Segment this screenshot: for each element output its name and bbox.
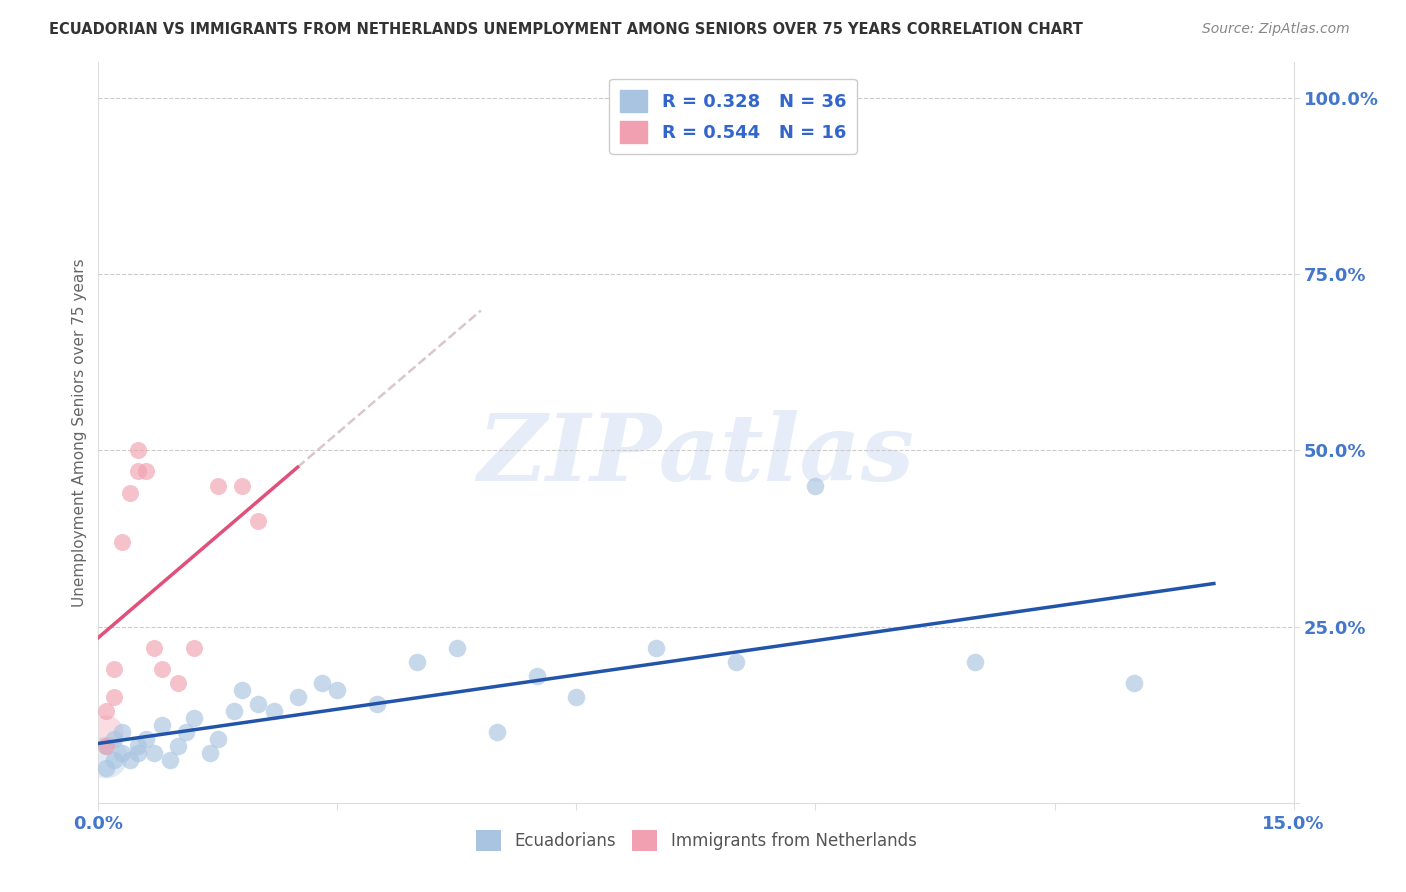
Text: Source: ZipAtlas.com: Source: ZipAtlas.com: [1202, 22, 1350, 37]
Point: [120, 485, 142, 500]
Point: [198, 747, 221, 761]
Point: [111, 725, 134, 739]
Point: [150, 662, 173, 676]
Text: ZIPatlas: ZIPatlas: [478, 409, 914, 500]
Point: [96, 704, 118, 718]
Point: [183, 711, 205, 725]
Point: [311, 676, 333, 690]
Point: [565, 690, 588, 704]
Point: [96, 739, 118, 754]
Point: [174, 725, 197, 739]
Point: [96, 739, 118, 754]
Point: [446, 640, 468, 655]
Point: [103, 732, 125, 747]
Point: [143, 747, 166, 761]
Point: [135, 464, 157, 478]
Point: [127, 739, 149, 754]
Point: [167, 739, 190, 754]
Point: [111, 535, 134, 549]
Point: [724, 655, 747, 669]
Point: [246, 514, 269, 528]
Y-axis label: Unemployment Among Seniors over 75 years: Unemployment Among Seniors over 75 years: [72, 259, 87, 607]
Point: [135, 732, 157, 747]
Point: [246, 697, 269, 711]
Point: [111, 747, 134, 761]
Point: [406, 655, 429, 669]
Point: [645, 640, 668, 655]
Point: [103, 662, 125, 676]
Point: [183, 640, 205, 655]
Point: [231, 478, 253, 492]
Point: [526, 669, 548, 683]
Point: [804, 478, 827, 492]
Point: [127, 464, 149, 478]
Point: [167, 676, 190, 690]
Point: [120, 754, 142, 768]
Point: [231, 683, 253, 698]
Point: [287, 690, 309, 704]
Point: [366, 697, 388, 711]
Point: [150, 718, 173, 732]
Point: [127, 443, 149, 458]
Point: [263, 704, 285, 718]
Point: [1123, 676, 1146, 690]
Point: [143, 640, 166, 655]
Point: [326, 683, 349, 698]
Point: [485, 725, 508, 739]
Text: ECUADORIAN VS IMMIGRANTS FROM NETHERLANDS UNEMPLOYMENT AMONG SENIORS OVER 75 YEA: ECUADORIAN VS IMMIGRANTS FROM NETHERLAND…: [49, 22, 1083, 37]
Point: [103, 754, 125, 768]
Point: [159, 754, 181, 768]
Point: [96, 760, 118, 774]
Point: [963, 655, 986, 669]
Legend: Ecuadorians, Immigrants from Netherlands: Ecuadorians, Immigrants from Netherlands: [468, 823, 924, 857]
Point: [127, 747, 149, 761]
Point: [96, 750, 118, 764]
Point: [207, 478, 229, 492]
Point: [222, 704, 245, 718]
Point: [103, 690, 125, 704]
Point: [96, 725, 118, 739]
Point: [207, 732, 229, 747]
